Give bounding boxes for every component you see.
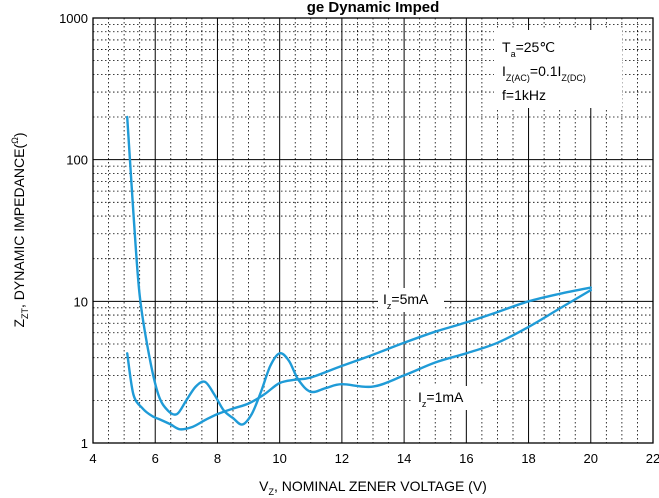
series-line-1ma [126, 286, 592, 431]
x-tick-labels: 4 6 8 10 12 14 16 18 20 22 [89, 451, 659, 466]
series-label-1ma-text: Iz=1mA [418, 389, 464, 409]
x-axis-title: VZ, NOMINAL ZENER VOLTAGE (V) [259, 478, 487, 497]
x-tick-label: 20 [584, 451, 598, 466]
y-tick-label: 1000 [59, 11, 88, 26]
x-tick-label: 6 [152, 451, 159, 466]
y-tick-labels: 1 10 100 1000 [59, 11, 88, 451]
condition-frequency: f=1kHz [502, 87, 546, 103]
plot-frame [92, 17, 654, 444]
conditions-box-bg [494, 30, 622, 108]
x-tick-label: 4 [89, 451, 96, 466]
x-tick-label: 18 [521, 451, 535, 466]
x-tick-label: 16 [459, 451, 473, 466]
condition-temperature: Ta=25℃ [502, 39, 555, 59]
x-tick-label: 14 [397, 451, 411, 466]
x-tick-label: 8 [214, 451, 221, 466]
series-label-1ma-bg [413, 386, 493, 410]
y-tick-label: 100 [66, 153, 88, 168]
y-tick-label: 1 [81, 436, 88, 451]
series-line-5ma [126, 115, 592, 426]
series-label-5ma-text: Iz=5mA [383, 291, 429, 311]
x-tick-label: 12 [335, 451, 349, 466]
x-tick-label: 10 [272, 451, 286, 466]
series-label-5ma-bg [378, 288, 444, 312]
x-tick-label: 22 [646, 451, 659, 466]
grid [93, 18, 653, 443]
condition-current-ratio: IZ(AC)=0.1IZ(DC) [502, 63, 586, 83]
y-axis-title: ZZT, DYNAMIC IMPEDANCE(Ω) [10, 132, 30, 327]
series-label-1ma: Iz=1mA [413, 386, 493, 410]
chart-title: ge Dynamic Imped [307, 0, 440, 16]
series-label-5ma: Iz=5mA [378, 288, 444, 312]
y-tick-label: 10 [74, 294, 88, 309]
conditions-box: Ta=25℃ IZ(AC)=0.1IZ(DC) f=1kHz [494, 30, 622, 108]
series-lines [126, 115, 592, 431]
